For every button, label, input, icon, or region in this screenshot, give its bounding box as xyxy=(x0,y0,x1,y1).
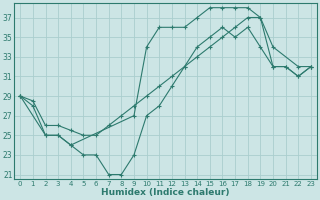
X-axis label: Humidex (Indice chaleur): Humidex (Indice chaleur) xyxy=(101,188,230,197)
